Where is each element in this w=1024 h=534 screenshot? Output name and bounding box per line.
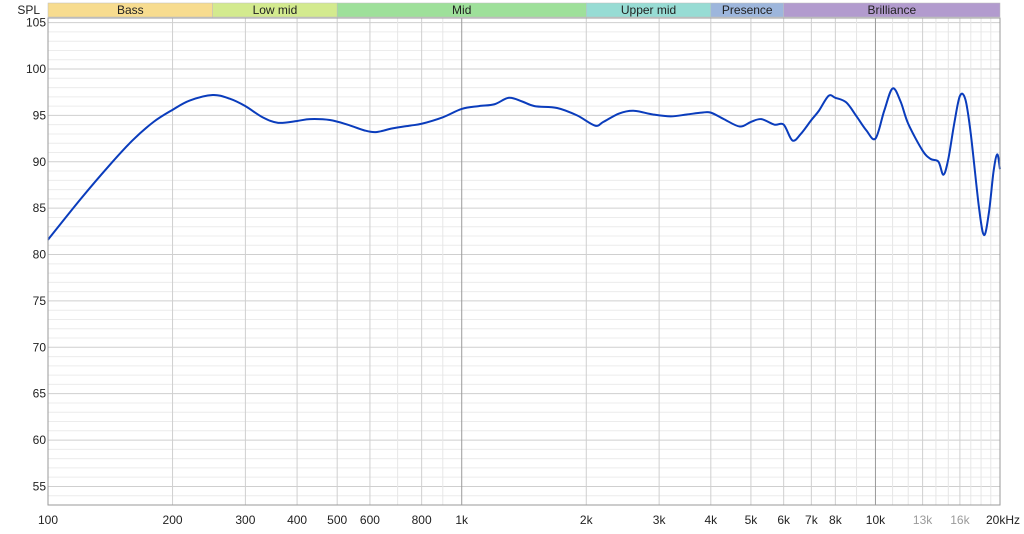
y-tick-label: 75: [33, 294, 47, 308]
x-tick-label: 20kHz: [986, 513, 1020, 527]
x-tick-label: 600: [360, 513, 380, 527]
x-tick-label: 13k: [913, 513, 933, 527]
x-tick-labels: 100 200 300 400 500 600 800 1k 2k 3k 4k 5k 6k 7k 8k 10k…: [38, 513, 1020, 527]
x-tick-label: 7k: [805, 513, 819, 527]
grid-lines: [47, 18, 1001, 506]
x-tick-label: 800: [412, 513, 432, 527]
x-tick-label: 10k: [866, 513, 886, 527]
y-tick-label: 105: [26, 16, 46, 30]
y-tick-labels: 55 60 65 70 75 80 85 90 95 100 105: [26, 16, 46, 494]
frequency-bands: Bass Low mid Mid Upper mid Presence Brillianc…: [47, 2, 1001, 18]
band-brilliance: [783, 2, 1001, 18]
x-tick-label: 2k: [580, 513, 594, 527]
x-tick-label: 8k: [829, 513, 843, 527]
y-tick-label: 85: [33, 201, 47, 215]
x-tick-label: 300: [235, 513, 255, 527]
x-tick-label: 4k: [704, 513, 718, 527]
band-label: Bass: [117, 3, 144, 17]
x-tick-label: 6k: [777, 513, 791, 527]
plot-frame: [47, 17, 1001, 506]
y-tick-label: 70: [33, 340, 47, 354]
y-tick-label: 100: [26, 62, 46, 76]
x-tick-label: 200: [163, 513, 183, 527]
x-tick-label: 1k: [455, 513, 469, 527]
x-tick-label: 5k: [745, 513, 759, 527]
y-tick-label: 65: [33, 387, 47, 401]
y-tick-label: 90: [33, 155, 47, 169]
x-tick-label: 3k: [653, 513, 667, 527]
x-tick-label: 16k: [950, 513, 970, 527]
series-line-0: [47, 87, 1001, 241]
band-label: Mid: [452, 3, 471, 17]
band-label: Brilliance: [867, 3, 916, 17]
x-tick-label: 500: [327, 513, 347, 527]
band-label: Low mid: [253, 3, 298, 17]
y-axis-label: SPL: [17, 3, 40, 17]
series-lines: [47, 87, 1001, 241]
band-label: Presence: [722, 3, 773, 17]
y-tick-label: 60: [33, 433, 47, 447]
band-label: Upper mid: [621, 3, 676, 17]
x-tick-label: 400: [287, 513, 307, 527]
y-tick-label: 55: [33, 479, 47, 493]
y-tick-label: 95: [33, 108, 47, 122]
y-tick-label: 80: [33, 248, 47, 262]
x-tick-label: 100: [38, 513, 58, 527]
